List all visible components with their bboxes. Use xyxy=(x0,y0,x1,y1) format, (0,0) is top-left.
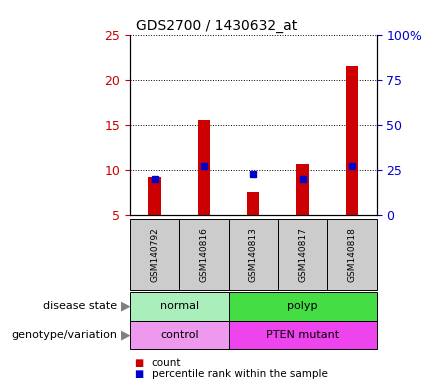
Text: GSM140817: GSM140817 xyxy=(298,227,307,282)
Text: ▶: ▶ xyxy=(121,300,131,313)
Text: ■: ■ xyxy=(134,358,143,368)
Text: disease state: disease state xyxy=(43,301,117,311)
Text: polyp: polyp xyxy=(288,301,318,311)
Text: normal: normal xyxy=(160,301,199,311)
Bar xyxy=(149,177,161,215)
Text: GSM140818: GSM140818 xyxy=(348,227,356,282)
Text: GSM140816: GSM140816 xyxy=(200,227,208,282)
Text: percentile rank within the sample: percentile rank within the sample xyxy=(152,369,327,379)
Text: GSM140792: GSM140792 xyxy=(150,227,159,282)
Text: control: control xyxy=(160,330,199,340)
Bar xyxy=(346,66,358,215)
Text: PTEN mutant: PTEN mutant xyxy=(266,330,339,340)
Text: genotype/variation: genotype/variation xyxy=(11,330,117,340)
Text: ■: ■ xyxy=(134,369,143,379)
Text: count: count xyxy=(152,358,181,368)
Text: GSM140813: GSM140813 xyxy=(249,227,258,282)
Text: GDS2700 / 1430632_at: GDS2700 / 1430632_at xyxy=(136,19,297,33)
Bar xyxy=(297,164,309,215)
Bar xyxy=(198,120,210,215)
Bar xyxy=(247,192,259,215)
Text: ▶: ▶ xyxy=(121,329,131,341)
